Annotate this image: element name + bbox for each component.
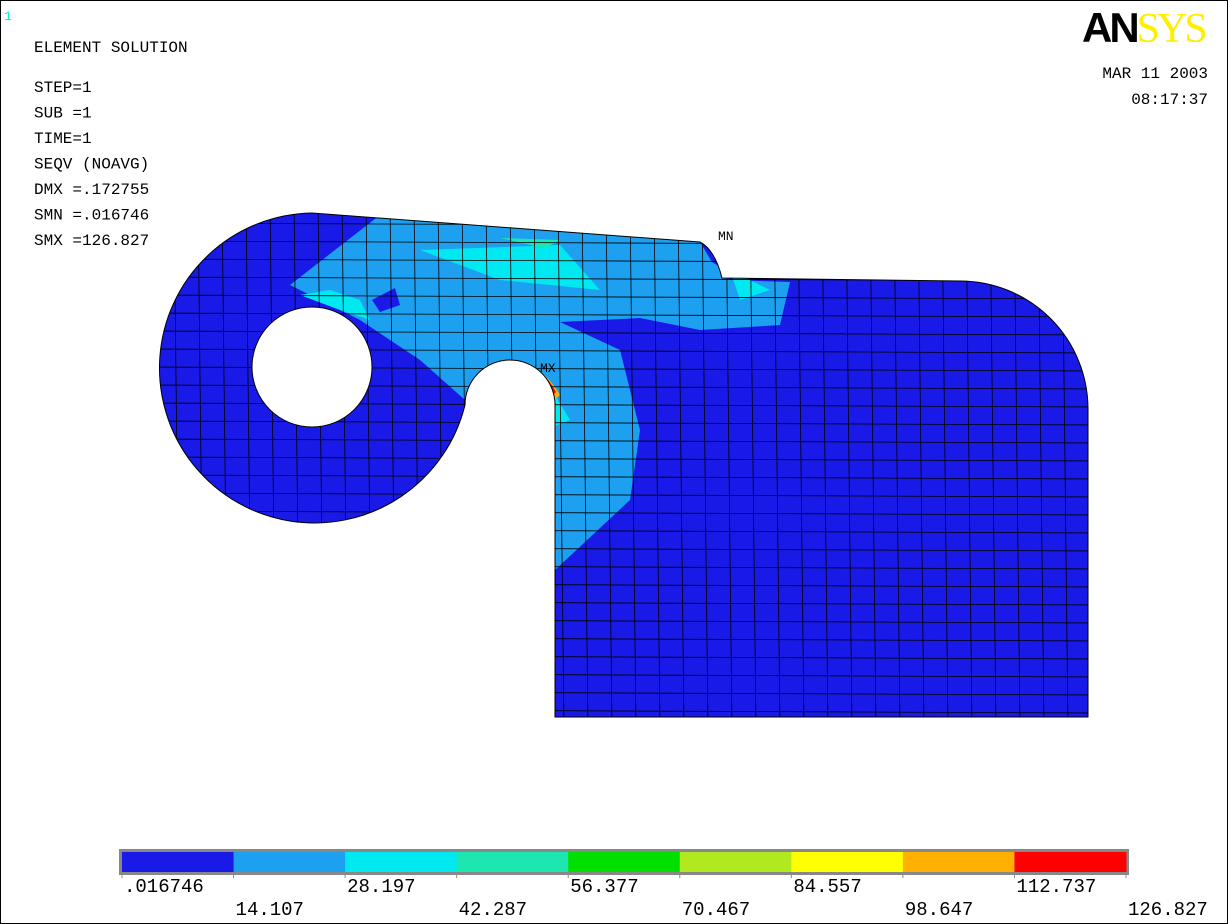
legend-label: .016746 xyxy=(124,876,204,898)
info-line: DMX =.172755 xyxy=(34,181,149,199)
legend-label: 70.467 xyxy=(682,899,750,921)
info-line: SMN =.016746 xyxy=(34,207,149,225)
info-line: SEQV (NOAVG) xyxy=(34,156,149,174)
date: MAR 11 2003 xyxy=(1102,65,1208,83)
legend-label: 126.827 xyxy=(1128,899,1208,921)
legend-label: 28.197 xyxy=(347,876,415,898)
legend-band xyxy=(680,852,792,872)
logo-light: SYS xyxy=(1137,6,1206,52)
legend-label: 14.107 xyxy=(236,899,304,921)
logo: ANSYS xyxy=(1082,4,1205,52)
legend-band xyxy=(791,852,903,872)
legend-label: 56.377 xyxy=(570,876,638,898)
info-line: ELEMENT SOLUTION xyxy=(34,39,188,57)
legend-label: 112.737 xyxy=(1016,876,1096,898)
legend-band xyxy=(1014,852,1126,872)
window-number: 1 xyxy=(4,9,12,24)
info-line: STEP=1 xyxy=(34,79,92,97)
legend-band xyxy=(457,852,569,872)
time: 08:17:37 xyxy=(1131,91,1208,109)
logo-bold: AN xyxy=(1082,4,1137,51)
max-marker: MX xyxy=(540,361,556,376)
ansys-window: 1 ANSYS MAR 11 2003 08:17:37 ELEMENT SOL… xyxy=(0,0,1228,924)
legend-band xyxy=(122,852,234,872)
legend-label: 42.287 xyxy=(459,899,527,921)
legend-band xyxy=(345,852,457,872)
info-line: TIME=1 xyxy=(34,130,92,148)
info-line: SUB =1 xyxy=(34,105,92,123)
legend-label: 98.647 xyxy=(905,899,973,921)
legend-band xyxy=(234,852,346,872)
legend-band xyxy=(903,852,1015,872)
legend-label: 84.557 xyxy=(793,876,861,898)
info-line: SMX =126.827 xyxy=(34,232,149,250)
min-marker: MN xyxy=(718,229,734,244)
legend-band xyxy=(568,852,680,872)
